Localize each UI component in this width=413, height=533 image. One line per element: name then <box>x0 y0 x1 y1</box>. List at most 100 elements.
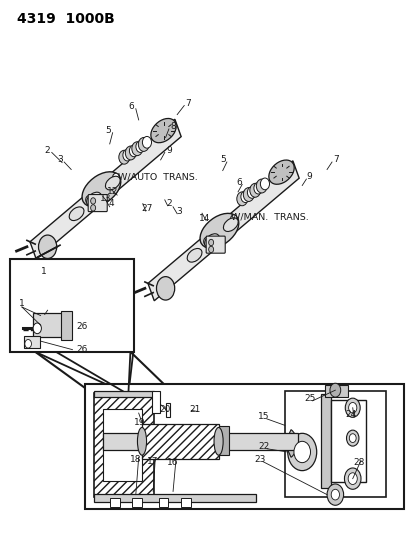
Circle shape <box>90 198 95 204</box>
Text: 4319  1000B: 4319 1000B <box>17 12 114 26</box>
Text: 12: 12 <box>107 188 118 196</box>
Bar <box>131 498 141 507</box>
Text: 14: 14 <box>199 214 210 223</box>
Text: 3: 3 <box>176 207 181 216</box>
Ellipse shape <box>199 213 238 248</box>
Ellipse shape <box>69 207 84 221</box>
Text: 2: 2 <box>166 199 171 208</box>
Circle shape <box>135 141 145 152</box>
Polygon shape <box>147 161 299 301</box>
Bar <box>158 498 168 507</box>
Text: 22: 22 <box>258 442 269 451</box>
Text: 4: 4 <box>108 199 114 208</box>
Circle shape <box>349 434 355 442</box>
Bar <box>165 403 169 417</box>
Circle shape <box>208 246 213 253</box>
Wedge shape <box>284 430 297 457</box>
Circle shape <box>293 441 310 463</box>
Circle shape <box>85 196 92 204</box>
Circle shape <box>119 150 129 164</box>
Bar <box>24 336 40 348</box>
Bar <box>102 409 142 481</box>
Text: 20: 20 <box>159 405 170 414</box>
Circle shape <box>344 468 360 489</box>
FancyBboxPatch shape <box>88 195 107 212</box>
Circle shape <box>138 138 149 151</box>
Text: 9: 9 <box>166 146 171 155</box>
Circle shape <box>25 340 31 348</box>
Text: 7: 7 <box>332 156 338 164</box>
Circle shape <box>330 489 339 500</box>
Ellipse shape <box>204 234 219 247</box>
Circle shape <box>256 179 266 193</box>
Ellipse shape <box>187 248 202 262</box>
Circle shape <box>131 142 142 156</box>
Circle shape <box>203 237 210 246</box>
Bar <box>94 494 255 502</box>
Text: 9: 9 <box>306 173 312 181</box>
Circle shape <box>243 188 254 201</box>
Circle shape <box>129 145 138 157</box>
Text: 3: 3 <box>57 156 63 164</box>
Text: W/MAN.  TRANS.: W/MAN. TRANS. <box>230 213 308 221</box>
Ellipse shape <box>223 218 237 231</box>
Text: 19: 19 <box>134 418 145 427</box>
Bar <box>330 400 366 482</box>
Text: 7: 7 <box>185 100 191 108</box>
Text: 13: 13 <box>100 194 111 203</box>
Circle shape <box>326 484 343 505</box>
Polygon shape <box>30 119 181 259</box>
Bar <box>10 259 133 352</box>
Bar <box>85 384 403 509</box>
Ellipse shape <box>82 172 121 207</box>
Text: 26: 26 <box>76 322 88 330</box>
Circle shape <box>208 239 213 246</box>
Bar <box>142 424 218 459</box>
Text: 18: 18 <box>130 455 141 464</box>
Circle shape <box>247 187 256 198</box>
Text: W/AUTO  TRANS.: W/AUTO TRANS. <box>118 173 197 181</box>
Circle shape <box>249 183 260 197</box>
Circle shape <box>287 433 316 471</box>
Bar <box>218 426 228 455</box>
Text: 25: 25 <box>303 394 315 403</box>
Circle shape <box>260 178 269 190</box>
Circle shape <box>90 205 95 211</box>
Text: 2: 2 <box>45 146 50 155</box>
Text: 17: 17 <box>146 457 158 465</box>
Circle shape <box>123 149 132 161</box>
Circle shape <box>329 383 340 397</box>
Circle shape <box>142 136 151 148</box>
Text: 5: 5 <box>219 156 225 164</box>
Circle shape <box>253 182 262 194</box>
Circle shape <box>348 402 356 413</box>
Text: 1: 1 <box>19 300 24 309</box>
Circle shape <box>230 215 237 223</box>
Bar <box>102 433 297 450</box>
Bar <box>110 498 120 507</box>
Text: 15: 15 <box>258 413 269 421</box>
Bar <box>152 391 159 413</box>
Circle shape <box>346 430 358 446</box>
Ellipse shape <box>150 118 176 143</box>
Ellipse shape <box>214 427 223 455</box>
Ellipse shape <box>137 427 146 455</box>
Text: 26: 26 <box>76 345 88 354</box>
Circle shape <box>125 146 136 160</box>
Text: 5: 5 <box>105 126 111 135</box>
Text: 27: 27 <box>141 205 152 213</box>
Text: 16: 16 <box>167 458 178 466</box>
Bar <box>284 391 385 497</box>
Text: 8: 8 <box>170 123 176 131</box>
FancyBboxPatch shape <box>206 236 225 253</box>
Bar <box>94 391 154 397</box>
Circle shape <box>236 192 247 206</box>
Ellipse shape <box>105 176 120 190</box>
Ellipse shape <box>86 192 101 206</box>
Bar <box>320 394 330 488</box>
Text: 1: 1 <box>40 268 46 276</box>
Bar <box>61 311 71 340</box>
Bar <box>181 498 191 507</box>
Circle shape <box>344 398 359 417</box>
Text: 6: 6 <box>128 102 134 111</box>
